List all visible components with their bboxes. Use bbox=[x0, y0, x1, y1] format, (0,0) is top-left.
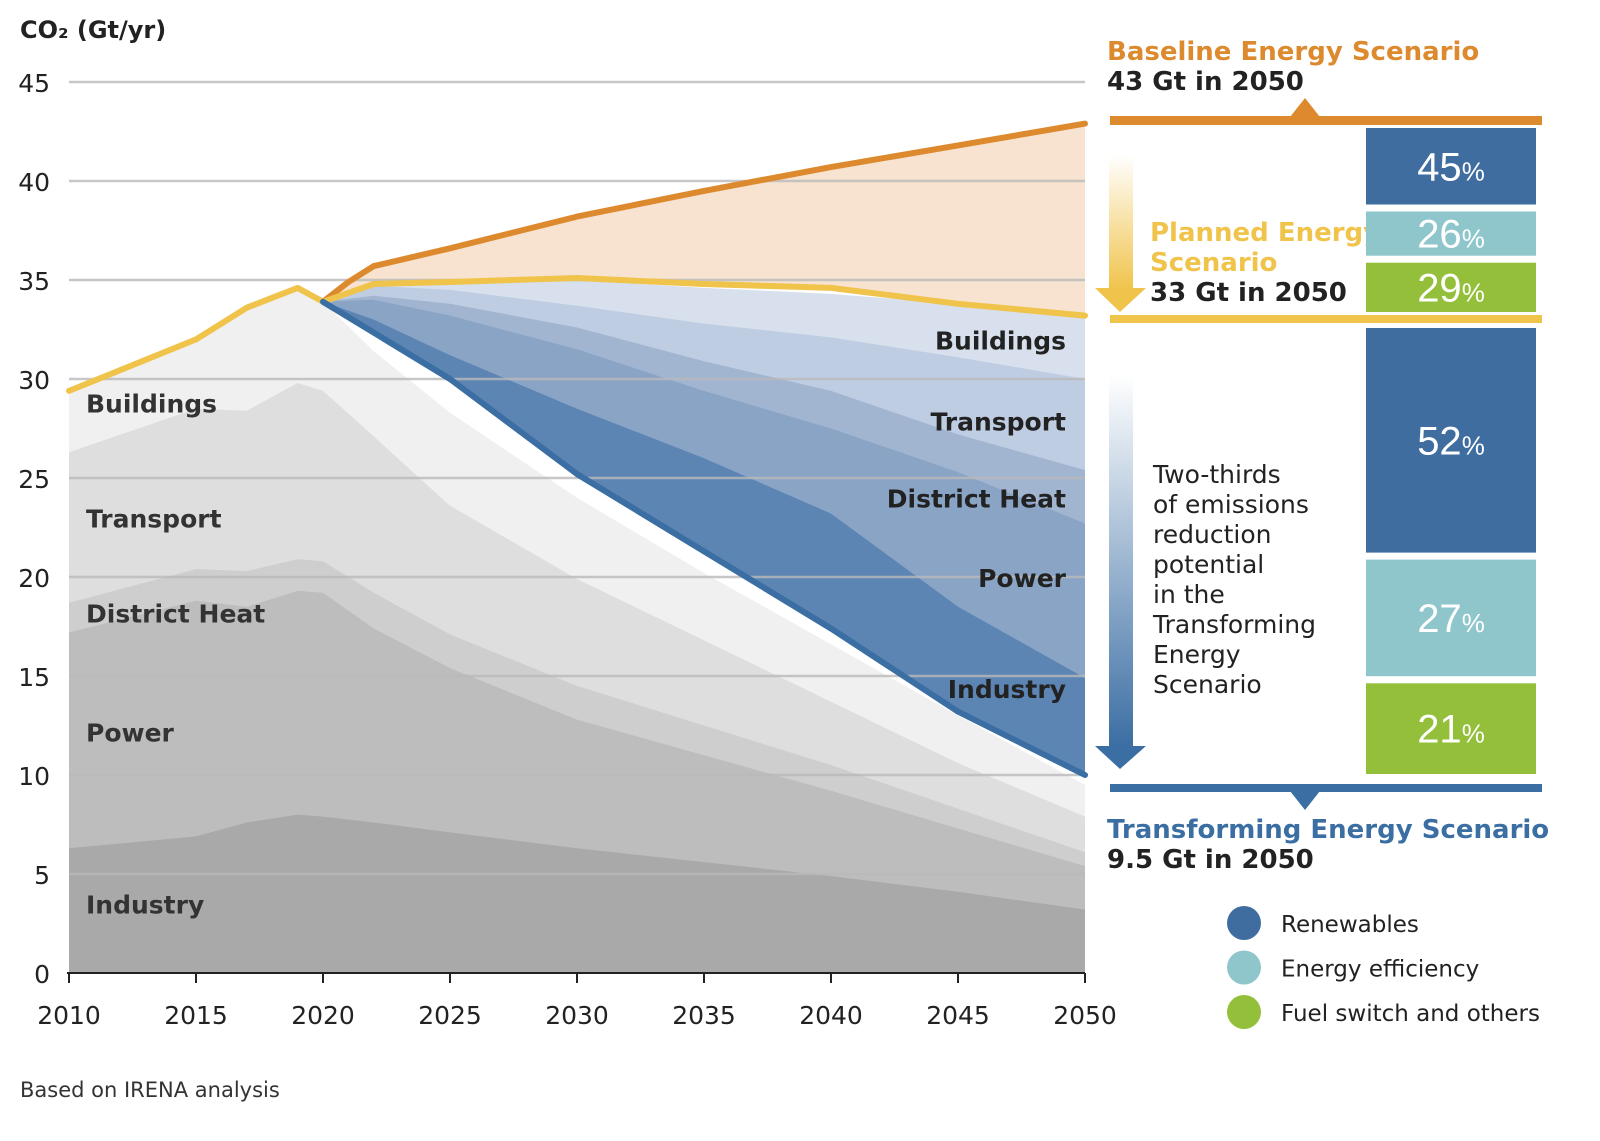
lower-bar-percent-energy-efficiency: % bbox=[1462, 608, 1485, 638]
upper-bar-percent-fuel-switch-and-others: % bbox=[1462, 277, 1485, 307]
grid-lines bbox=[69, 80, 1085, 876]
transforming-bracket-bar bbox=[1110, 784, 1542, 792]
note-line-8: Scenario bbox=[1153, 670, 1262, 699]
planned-scenario-title-line1: Planned Energy bbox=[1150, 218, 1380, 248]
upper-bar-percent-energy-efficiency: % bbox=[1462, 224, 1485, 254]
sector-label-right-buildings: Buildings bbox=[935, 326, 1066, 355]
y-tick-label-10: 10 bbox=[18, 762, 50, 791]
transforming-scenario-title: Transforming Energy Scenario bbox=[1107, 815, 1549, 845]
lower-bar-energy-efficiency bbox=[1366, 559, 1536, 677]
x-tick-label-2025: 2025 bbox=[418, 1001, 482, 1030]
sector-label-left-industry: Industry bbox=[86, 891, 204, 920]
source-note: Based on IRENA analysis bbox=[20, 1078, 280, 1102]
transforming-scenario-value: 9.5 Gt in 2050 bbox=[1107, 845, 1314, 875]
x-tick-label-2040: 2040 bbox=[799, 1001, 863, 1030]
planned-scenario-title-line2: Scenario bbox=[1150, 248, 1277, 278]
sector-label-left-power: Power bbox=[86, 718, 175, 747]
transforming-bracket-arrow bbox=[1290, 791, 1320, 810]
x-tick-label-2050: 2050 bbox=[1053, 1001, 1117, 1030]
y-tick-label-0: 0 bbox=[34, 960, 50, 989]
planned-arrow-shaft bbox=[1109, 155, 1133, 290]
lower-bar-value-energy-efficiency: 27 bbox=[1417, 597, 1462, 641]
plot-areas bbox=[69, 123, 1085, 973]
x-tick-label-2035: 2035 bbox=[672, 1001, 736, 1030]
y-tick-label-20: 20 bbox=[18, 564, 50, 593]
lower-bar-label-energy-efficiency: 27% bbox=[1417, 597, 1485, 641]
legend-swatch-renewables bbox=[1227, 906, 1261, 940]
planned-scenario-value: 33 Gt in 2050 bbox=[1150, 278, 1347, 308]
planned-scenario-line bbox=[66, 275, 1088, 394]
sector-area-industry bbox=[69, 814, 1085, 973]
upper-bar-label-energy-efficiency: 26% bbox=[1417, 213, 1485, 257]
baseline-scenario-title: Baseline Energy Scenario bbox=[1107, 37, 1479, 67]
y-tick-label-5: 5 bbox=[34, 861, 50, 890]
transforming-arrow-head bbox=[1095, 746, 1146, 769]
upper-bar-value-renewables: 45 bbox=[1417, 145, 1462, 189]
note-line-1: Two-thirds bbox=[1152, 460, 1281, 489]
legend-swatch-energy-efficiency bbox=[1227, 950, 1261, 985]
lower-bar-percent-fuel-switch-and-others: % bbox=[1462, 719, 1485, 749]
upper-bar-renewables bbox=[1366, 128, 1536, 205]
sector-labels: Industry Power District Heat Transport Build… bbox=[86, 326, 1067, 919]
y-tick-label-35: 35 bbox=[18, 267, 50, 296]
upper-bar-label-renewables: 45% bbox=[1417, 145, 1485, 189]
note-line-7: Energy bbox=[1153, 640, 1241, 669]
legend-label-renewables: Renewables bbox=[1281, 912, 1419, 938]
upper-bar-fuel-switch-and-others bbox=[1366, 262, 1536, 312]
x-tick-label-2045: 2045 bbox=[926, 1001, 990, 1030]
sector-label-left-transport: Transport bbox=[86, 505, 222, 534]
sector-label-left-buildings: Buildings bbox=[86, 390, 217, 419]
y-tick-label-45: 45 bbox=[18, 69, 50, 98]
upper-bar-value-energy-efficiency: 26 bbox=[1417, 213, 1462, 257]
x-tick-label-2010: 2010 bbox=[37, 1001, 101, 1030]
planned-bracket-bar bbox=[1110, 315, 1542, 323]
upper-bar-label-fuel-switch-and-others: 29% bbox=[1417, 266, 1485, 310]
legend-swatch-fuel-switch-and-others bbox=[1227, 995, 1261, 1029]
x-tick-label-2020: 2020 bbox=[291, 1001, 355, 1030]
upper-bar-value-fuel-switch-and-others: 29 bbox=[1417, 266, 1462, 310]
axes: 2010 2015 2020 2025 2030 2035 2040 2045 20500510… bbox=[18, 16, 1117, 1030]
y-tick-label-30: 30 bbox=[18, 366, 50, 395]
baseline-bracket-arrow bbox=[1290, 98, 1320, 117]
baseline-bracket-bar bbox=[1110, 116, 1542, 125]
baseline-scenario-value: 43 Gt in 2050 bbox=[1107, 67, 1304, 97]
y-tick-label-25: 25 bbox=[18, 465, 50, 494]
note-line-2: of emissions bbox=[1153, 490, 1309, 519]
lower-bar-label-renewables: 52% bbox=[1417, 419, 1485, 463]
lower-bar-value-renewables: 52 bbox=[1417, 419, 1462, 463]
sector-label-right-industry: Industry bbox=[948, 675, 1066, 704]
transforming-arrow-shaft bbox=[1109, 375, 1133, 747]
lower-bar-fuel-switch-and-others bbox=[1366, 683, 1536, 774]
y-tick-label-15: 15 bbox=[18, 663, 50, 692]
sector-label-right-power: Power bbox=[978, 564, 1067, 593]
y-tick-label-40: 40 bbox=[18, 168, 50, 197]
transforming-scenario-line bbox=[320, 298, 1088, 778]
baseline-gap-area bbox=[323, 123, 1085, 316]
note-line-5: in the bbox=[1153, 580, 1225, 609]
note-line-6: Transforming bbox=[1152, 610, 1316, 639]
upper-bar-energy-efficiency bbox=[1366, 211, 1536, 256]
upper-bar-percent-renewables: % bbox=[1462, 156, 1485, 186]
note-line-4: potential bbox=[1153, 550, 1264, 579]
lower-bar-label-fuel-switch-and-others: 21% bbox=[1417, 708, 1485, 752]
legend-label-fuel-switch-and-others: Fuel switch and others bbox=[1281, 1001, 1540, 1027]
legend-label-energy-efficiency: Energy efficiency bbox=[1281, 957, 1479, 983]
baseline-scenario-line bbox=[320, 120, 1088, 305]
planned-arrow-head bbox=[1095, 288, 1146, 312]
reduction-band-industry bbox=[323, 301, 1085, 775]
sector-label-right-transport: Transport bbox=[930, 407, 1066, 436]
scenario-lines bbox=[66, 120, 1088, 778]
lower-bar-value-fuel-switch-and-others: 21 bbox=[1417, 708, 1462, 752]
sector-label-left-district-heat: District Heat bbox=[86, 600, 265, 629]
lower-bar-percent-renewables: % bbox=[1462, 430, 1485, 460]
note-line-3: reduction bbox=[1153, 520, 1271, 549]
x-tick-label-2030: 2030 bbox=[545, 1001, 609, 1030]
lower-bar-renewables bbox=[1366, 328, 1536, 553]
sector-label-right-district-heat: District Heat bbox=[887, 485, 1066, 514]
y-axis-title: CO₂ (Gt/yr) bbox=[20, 16, 166, 44]
x-tick-label-2015: 2015 bbox=[164, 1001, 228, 1030]
